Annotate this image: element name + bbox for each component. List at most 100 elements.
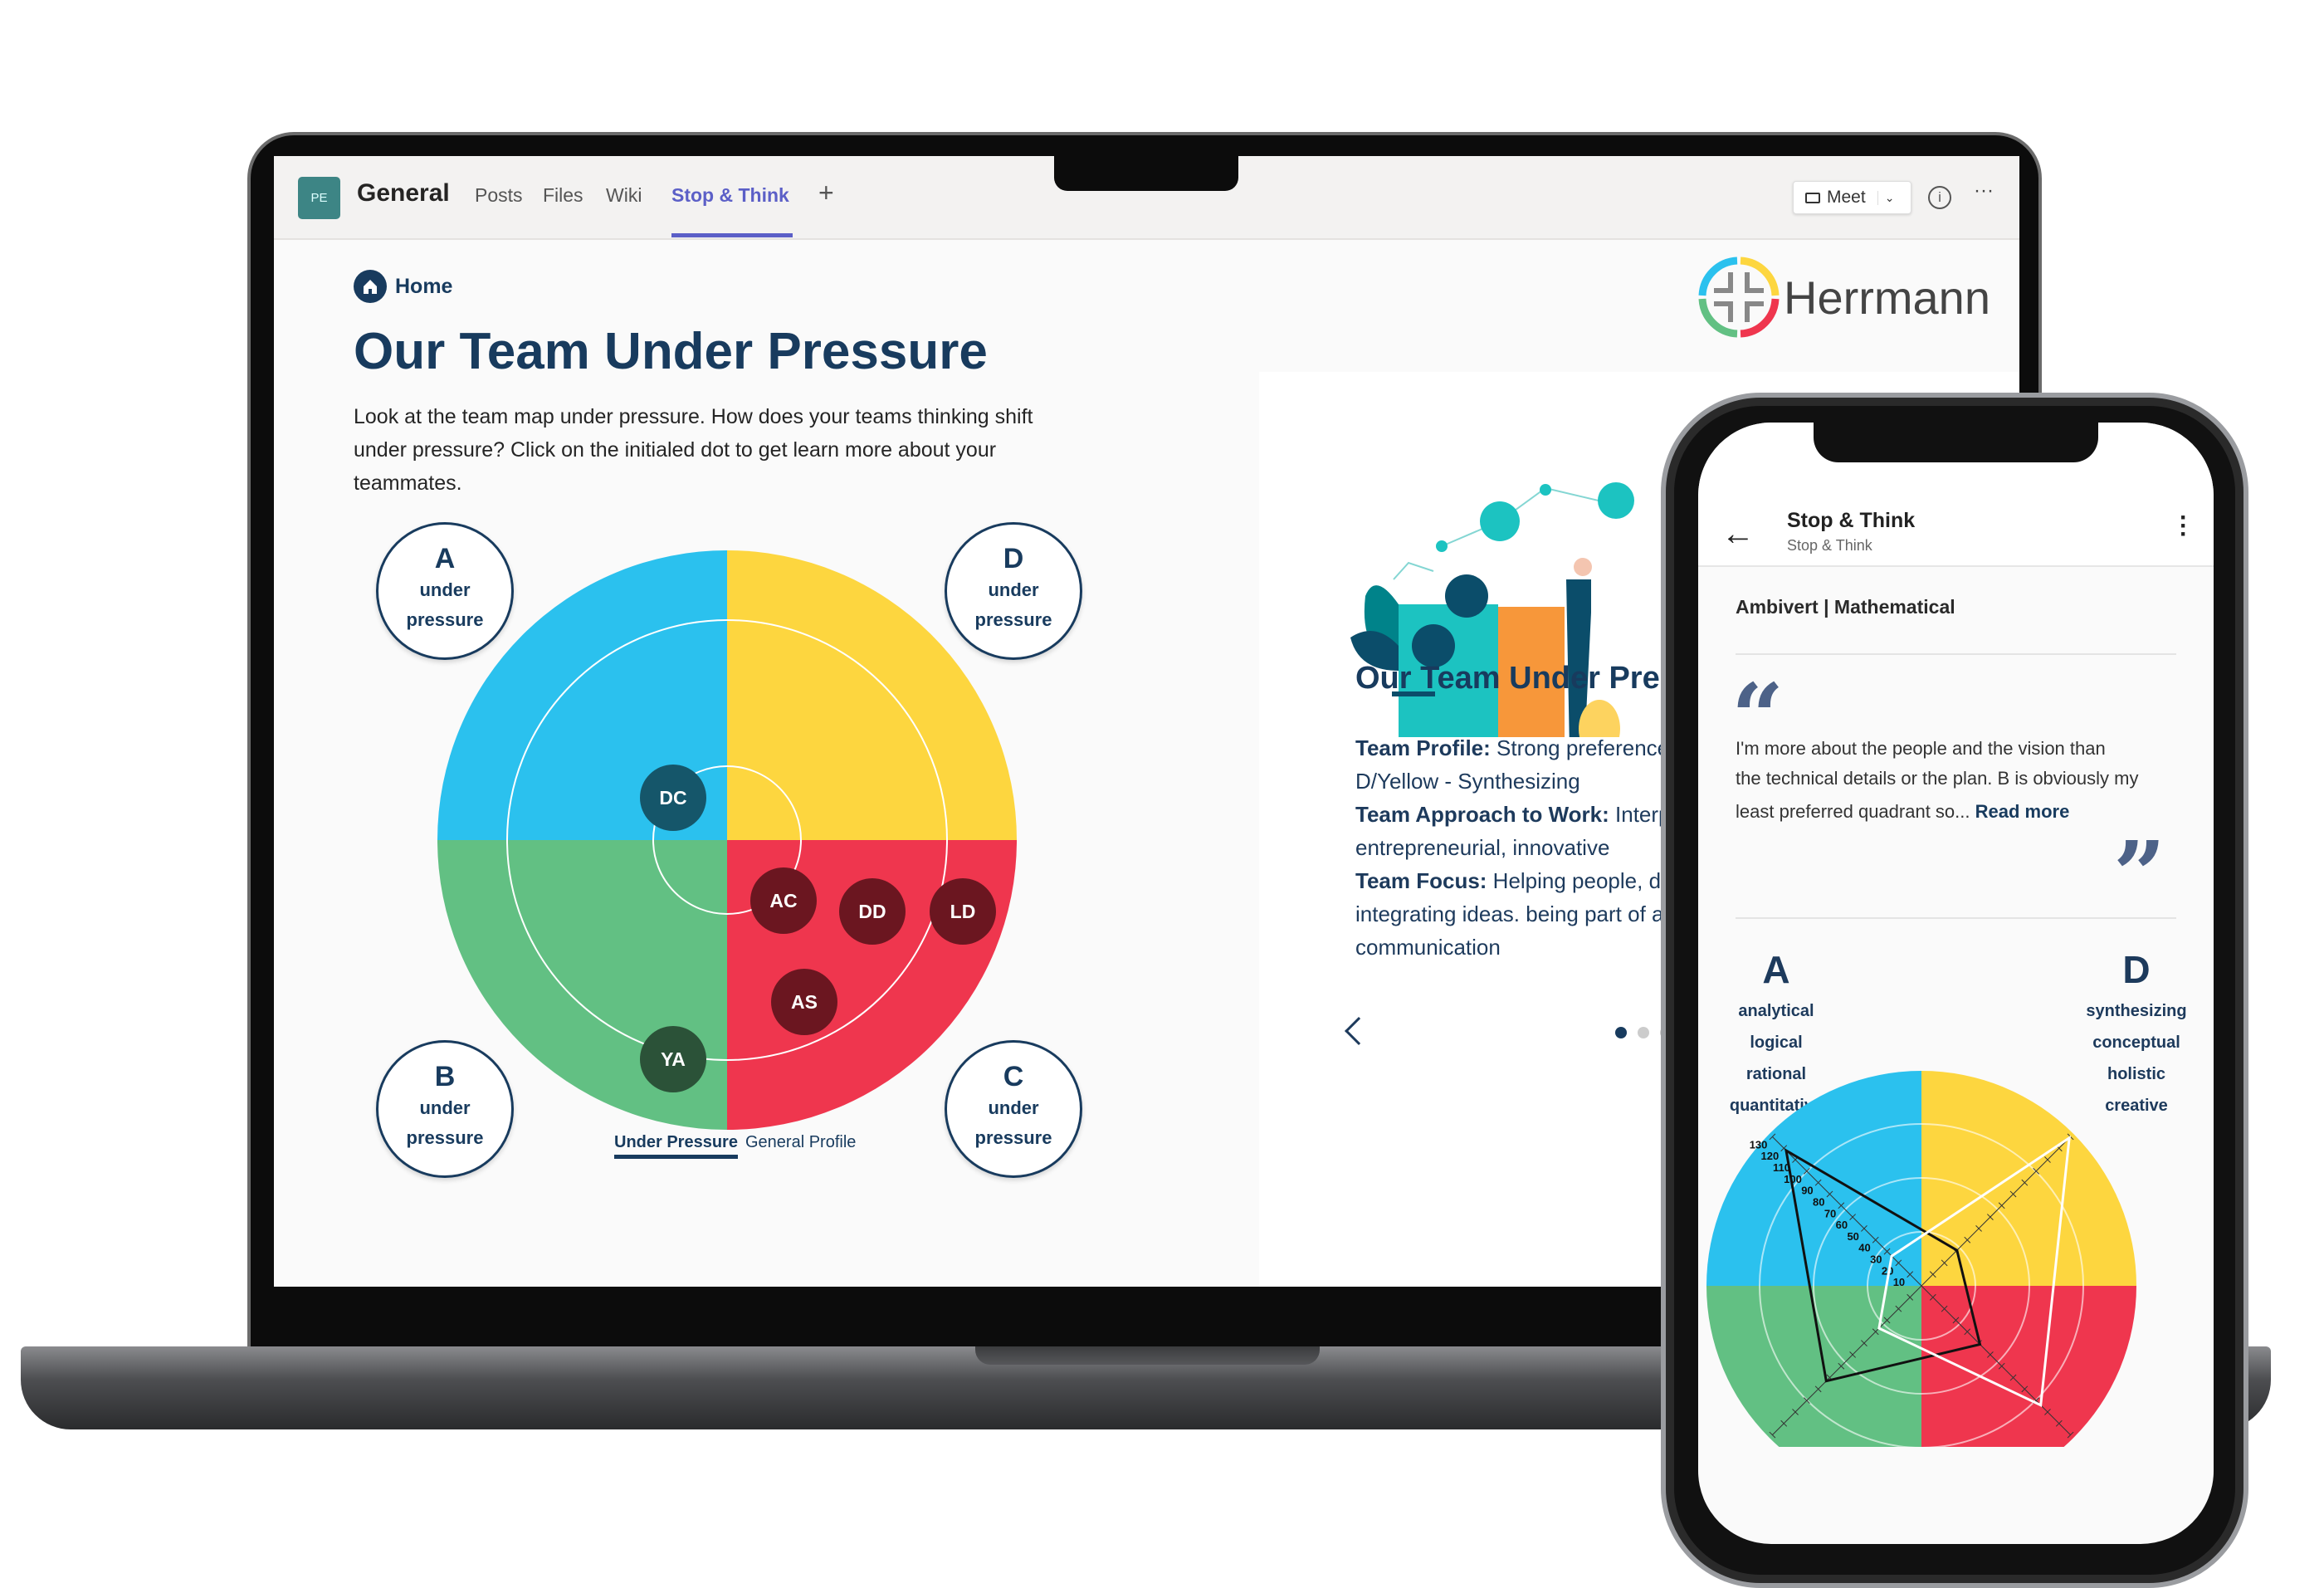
team-avatar[interactable]: PE	[298, 177, 340, 219]
phone-screen: ← Stop & Think Stop & Think · · · Ambivert…	[1698, 423, 2214, 1544]
quadrant-a-word: logical	[1750, 1033, 1803, 1052]
tab-files[interactable]: Files	[543, 184, 583, 206]
quadrant-d-word: creative	[2105, 1097, 2168, 1115]
radar-tick	[1998, 1362, 2005, 1370]
radar-tick-label: 120	[1761, 1150, 1780, 1162]
card-line: communication	[1355, 935, 1501, 960]
divider	[1736, 917, 2176, 919]
radar-tick	[2021, 1179, 2029, 1186]
radar-tick	[2033, 1167, 2040, 1175]
page-title: Our Team Under Pressure	[354, 323, 988, 380]
chevron-down-icon[interactable]: ⌄	[1877, 190, 1894, 205]
open-quote-icon: “	[1731, 663, 1784, 770]
herrmann-logo-text: Herrmann	[1784, 271, 1990, 324]
radar-tick	[1987, 1351, 1994, 1358]
info-icon[interactable]: i	[1928, 186, 1951, 209]
back-arrow-icon[interactable]: ←	[1721, 515, 1755, 552]
quadrant-d	[727, 550, 1017, 840]
radar-tick	[1929, 1271, 1936, 1278]
quadrant-d-word: synthesizing	[2086, 1002, 2187, 1020]
tab-stop-think[interactable]: Stop & Think	[671, 184, 789, 206]
radar-tick	[1838, 1202, 1845, 1209]
read-more-link[interactable]: Read more	[1975, 801, 2070, 822]
tab-wiki[interactable]: Wiki	[606, 184, 642, 206]
radar-tick	[1849, 1351, 1856, 1358]
quote-line: least preferred quadrant so... Read more	[1736, 801, 2070, 822]
card-title: Our Team Under Pres	[1355, 661, 1677, 696]
radar-tick	[1826, 1190, 1833, 1198]
radar-tick	[1929, 1293, 1936, 1301]
previous-arrow-icon[interactable]	[1345, 1017, 1373, 1045]
channel-name: General	[357, 179, 450, 207]
toggle-under-pressure[interactable]: Under Pressure	[614, 1133, 738, 1159]
radar-quadrant-c	[1921, 1286, 2136, 1447]
add-tab-button[interactable]: +	[818, 178, 834, 208]
radar-tick	[2055, 1419, 2063, 1427]
radar-series-2	[1877, 1135, 2072, 1407]
quote-line: the technical details or the plan. B is …	[1736, 768, 2139, 789]
card-line: entrepreneurial, innovative	[1355, 835, 1610, 860]
kebab-menu-icon[interactable]: · · ·	[2180, 504, 2188, 548]
radar-tick	[1964, 1236, 1971, 1244]
radar-tick-label: 90	[1801, 1185, 1813, 1197]
pager-dot[interactable]	[1638, 1027, 1649, 1038]
radar-tick-label: 40	[1858, 1242, 1870, 1254]
radar-tick	[1780, 1419, 1788, 1427]
teammate-dot-ya[interactable]: YA	[640, 1026, 706, 1092]
radar-tick	[1941, 1305, 1948, 1312]
radar-tick	[1780, 1145, 1788, 1152]
more-options-icon[interactable]: ···	[1974, 179, 1994, 202]
radar-tick	[1941, 1259, 1948, 1267]
teammate-dot-dd[interactable]: DD	[839, 878, 906, 945]
radar-tick	[1861, 1340, 1868, 1346]
radar-tick	[1975, 1225, 1982, 1232]
teammate-dot-ac[interactable]: AC	[750, 867, 817, 934]
radar-tick	[1803, 1397, 1810, 1405]
divider	[1736, 653, 2176, 655]
card-line: Team Focus: Helping people, de	[1355, 868, 1673, 893]
laptop-base-notch	[975, 1346, 1320, 1365]
herrmann-logo: Herrmann	[1697, 256, 1990, 339]
card-line: Team Approach to Work: Interpe	[1355, 802, 1682, 827]
radar-tick	[1861, 1225, 1868, 1232]
pager-dot-active[interactable]	[1615, 1027, 1627, 1038]
radar-tick	[1987, 1214, 1994, 1220]
quadrant-a-letter: A	[1762, 948, 1790, 991]
radar-axis-a	[1772, 1136, 1922, 1287]
radar-tick	[1814, 1385, 1822, 1393]
card-line: Team Profile: Strong preferences	[1355, 735, 1681, 760]
quadrant-a	[437, 550, 727, 840]
radar-tick	[1803, 1167, 1810, 1175]
quadrant-d-letter: D	[2122, 948, 2151, 991]
radar-tick	[1769, 1431, 1776, 1439]
radar-tick-label: 50	[1847, 1230, 1858, 1243]
radar-tick	[1964, 1328, 1971, 1336]
radar-tick	[1998, 1202, 2005, 1209]
radar-ring	[1759, 1123, 2084, 1447]
radar-tick	[1872, 1236, 1879, 1244]
phone-dynamic-island	[1814, 423, 2098, 462]
toggle-general-profile[interactable]: General Profile	[745, 1133, 857, 1151]
home-link[interactable]: Home	[354, 270, 452, 303]
radar-tick	[1792, 1409, 1799, 1415]
teammate-dot-dc[interactable]: DC	[640, 765, 706, 831]
teammate-dot-as[interactable]: AS	[771, 969, 837, 1035]
radar-tick	[2044, 1156, 2051, 1163]
meet-label: Meet	[1827, 188, 1866, 207]
phone-title: Stop & Think	[1787, 509, 1916, 532]
intro-line: Look at the team map under pressure. How…	[354, 405, 1033, 428]
radar-tick	[2067, 1431, 2074, 1439]
meet-button[interactable]: Meet ⌄	[1793, 181, 1911, 214]
video-camera-icon	[1805, 192, 1820, 203]
home-label: Home	[395, 274, 453, 298]
radar-axis-b	[1772, 1285, 1922, 1435]
radar-tick	[1872, 1328, 1879, 1336]
radar-tick	[2021, 1385, 2029, 1393]
tab-posts[interactable]: Posts	[475, 184, 523, 206]
teammate-dot-ld[interactable]: LD	[930, 878, 996, 945]
home-icon	[354, 270, 387, 303]
